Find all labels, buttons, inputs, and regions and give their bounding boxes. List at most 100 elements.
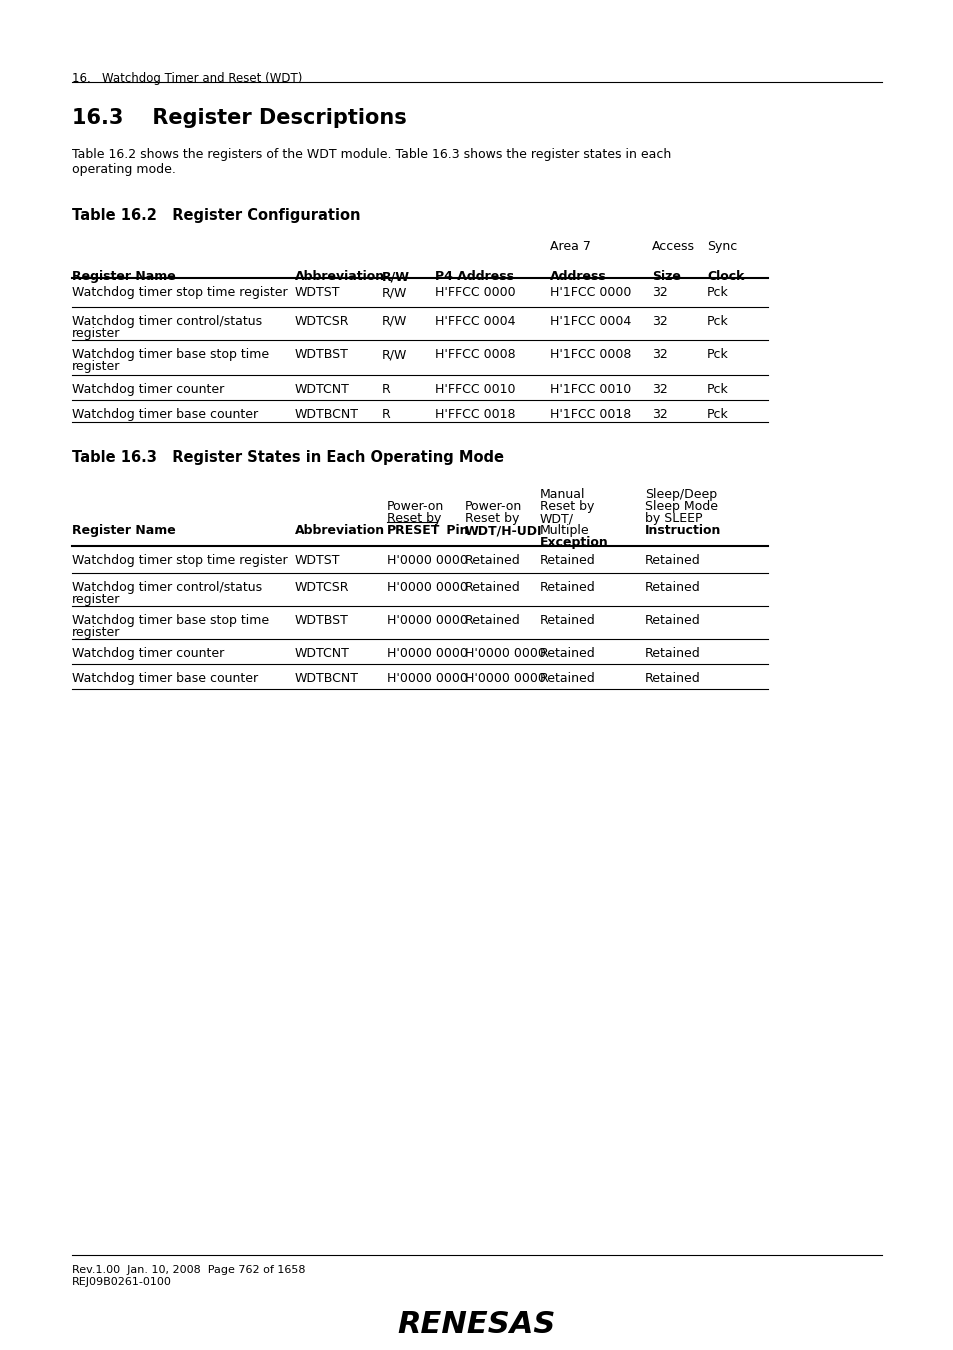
Text: H'0000 0000: H'0000 0000 xyxy=(464,647,545,660)
Text: R: R xyxy=(381,408,391,421)
Text: 32: 32 xyxy=(651,348,667,360)
Text: WDTST: WDTST xyxy=(294,286,340,298)
Text: Watchdog timer base counter: Watchdog timer base counter xyxy=(71,408,258,421)
Text: 32: 32 xyxy=(651,315,667,328)
Text: H'FFCC 0000: H'FFCC 0000 xyxy=(435,286,515,298)
Text: Watchdog timer stop time register: Watchdog timer stop time register xyxy=(71,286,287,298)
Text: H'0000 0000: H'0000 0000 xyxy=(387,554,467,567)
Text: Power-on: Power-on xyxy=(464,500,521,513)
Text: Clock: Clock xyxy=(706,270,743,284)
Text: Power-on: Power-on xyxy=(387,500,444,513)
Text: WDT/: WDT/ xyxy=(539,512,574,525)
Text: Abbreviation: Abbreviation xyxy=(294,270,385,284)
Text: WDTBCNT: WDTBCNT xyxy=(294,408,358,421)
Text: Reset by: Reset by xyxy=(539,500,594,513)
Text: Watchdog timer base stop time: Watchdog timer base stop time xyxy=(71,348,269,360)
Text: Table 16.2   Register Configuration: Table 16.2 Register Configuration xyxy=(71,208,360,223)
Text: Retained: Retained xyxy=(644,614,700,626)
Text: WDTST: WDTST xyxy=(294,554,340,567)
Text: R/W: R/W xyxy=(381,348,407,360)
Text: RENESAS: RENESAS xyxy=(397,1310,556,1339)
Text: H'0000 0000: H'0000 0000 xyxy=(387,614,467,626)
Text: H'0000 0000: H'0000 0000 xyxy=(387,647,467,660)
Text: H'FFCC 0008: H'FFCC 0008 xyxy=(435,348,515,360)
Text: Retained: Retained xyxy=(539,580,595,594)
Text: WDTBST: WDTBST xyxy=(294,614,349,626)
Text: Pck: Pck xyxy=(706,286,728,298)
Text: Rev.1.00  Jan. 10, 2008  Page 762 of 1658
REJ09B0261-0100: Rev.1.00 Jan. 10, 2008 Page 762 of 1658 … xyxy=(71,1265,305,1287)
Text: H'FFCC 0010: H'FFCC 0010 xyxy=(435,383,515,396)
Text: H'0000 0000: H'0000 0000 xyxy=(387,580,467,594)
Text: register: register xyxy=(71,593,120,606)
Text: WDTCNT: WDTCNT xyxy=(294,647,350,660)
Text: Watchdog timer counter: Watchdog timer counter xyxy=(71,383,224,396)
Text: Watchdog timer stop time register: Watchdog timer stop time register xyxy=(71,554,287,567)
Text: Watchdog timer base counter: Watchdog timer base counter xyxy=(71,672,258,684)
Text: Register Name: Register Name xyxy=(71,270,175,284)
Text: 32: 32 xyxy=(651,286,667,298)
Text: Watchdog timer control/status: Watchdog timer control/status xyxy=(71,580,262,594)
Text: 32: 32 xyxy=(651,383,667,396)
Text: Retained: Retained xyxy=(539,614,595,626)
Text: Retained: Retained xyxy=(539,647,595,660)
Text: Pck: Pck xyxy=(706,315,728,328)
Text: R/W: R/W xyxy=(381,315,407,328)
Text: Retained: Retained xyxy=(464,554,520,567)
Text: Register Name: Register Name xyxy=(71,524,175,537)
Text: H'1FCC 0004: H'1FCC 0004 xyxy=(550,315,631,328)
Text: WDTBCNT: WDTBCNT xyxy=(294,672,358,684)
Text: Retained: Retained xyxy=(539,672,595,684)
Text: 32: 32 xyxy=(651,408,667,421)
Text: H'1FCC 0000: H'1FCC 0000 xyxy=(550,286,631,298)
Text: Pck: Pck xyxy=(706,383,728,396)
Text: register: register xyxy=(71,360,120,373)
Text: Pck: Pck xyxy=(706,348,728,360)
Text: Pck: Pck xyxy=(706,408,728,421)
Text: 16.   Watchdog Timer and Reset (WDT): 16. Watchdog Timer and Reset (WDT) xyxy=(71,72,302,85)
Text: Instruction: Instruction xyxy=(644,524,720,537)
Text: Retained: Retained xyxy=(644,672,700,684)
Text: Retained: Retained xyxy=(644,647,700,660)
Text: WDTCSR: WDTCSR xyxy=(294,315,349,328)
Text: H'1FCC 0008: H'1FCC 0008 xyxy=(550,348,631,360)
Text: WDTCSR: WDTCSR xyxy=(294,580,349,594)
Text: WDTBST: WDTBST xyxy=(294,348,349,360)
Text: Exception: Exception xyxy=(539,536,608,549)
Text: Sleep/Deep: Sleep/Deep xyxy=(644,487,717,501)
Text: 16.3    Register Descriptions: 16.3 Register Descriptions xyxy=(71,108,406,128)
Text: Retained: Retained xyxy=(539,554,595,567)
Text: H'1FCC 0010: H'1FCC 0010 xyxy=(550,383,631,396)
Text: Access: Access xyxy=(651,240,695,252)
Text: Retained: Retained xyxy=(644,554,700,567)
Text: WDT/H-UDI: WDT/H-UDI xyxy=(464,524,542,537)
Text: Retained: Retained xyxy=(464,614,520,626)
Text: H'0000 0000: H'0000 0000 xyxy=(464,672,545,684)
Text: Sleep Mode: Sleep Mode xyxy=(644,500,718,513)
Text: register: register xyxy=(71,327,120,340)
Text: P4 Address: P4 Address xyxy=(435,270,514,284)
Text: H'0000 0000: H'0000 0000 xyxy=(387,672,467,684)
Text: Size: Size xyxy=(651,270,680,284)
Text: Abbreviation: Abbreviation xyxy=(294,524,385,537)
Text: Manual: Manual xyxy=(539,487,585,501)
Text: H'FFCC 0018: H'FFCC 0018 xyxy=(435,408,515,421)
Text: Reset by: Reset by xyxy=(464,512,518,525)
Text: Watchdog timer base stop time: Watchdog timer base stop time xyxy=(71,614,269,626)
Text: Table 16.2 shows the registers of the WDT module. Table 16.3 shows the register : Table 16.2 shows the registers of the WD… xyxy=(71,148,671,176)
Text: Multiple: Multiple xyxy=(539,524,589,537)
Text: Area 7: Area 7 xyxy=(550,240,590,252)
Text: R/W: R/W xyxy=(381,270,410,284)
Text: H'FFCC 0004: H'FFCC 0004 xyxy=(435,315,515,328)
Text: PRESET: PRESET xyxy=(387,524,440,537)
Text: H'1FCC 0018: H'1FCC 0018 xyxy=(550,408,631,421)
Text: Retained: Retained xyxy=(464,580,520,594)
Text: register: register xyxy=(71,626,120,639)
Text: Pin: Pin xyxy=(441,524,468,537)
Text: Watchdog timer control/status: Watchdog timer control/status xyxy=(71,315,262,328)
Text: WDTCNT: WDTCNT xyxy=(294,383,350,396)
Text: Address: Address xyxy=(550,270,606,284)
Text: by SLEEP: by SLEEP xyxy=(644,512,701,525)
Text: Watchdog timer counter: Watchdog timer counter xyxy=(71,647,224,660)
Text: Table 16.3   Register States in Each Operating Mode: Table 16.3 Register States in Each Opera… xyxy=(71,450,503,464)
Text: R: R xyxy=(381,383,391,396)
